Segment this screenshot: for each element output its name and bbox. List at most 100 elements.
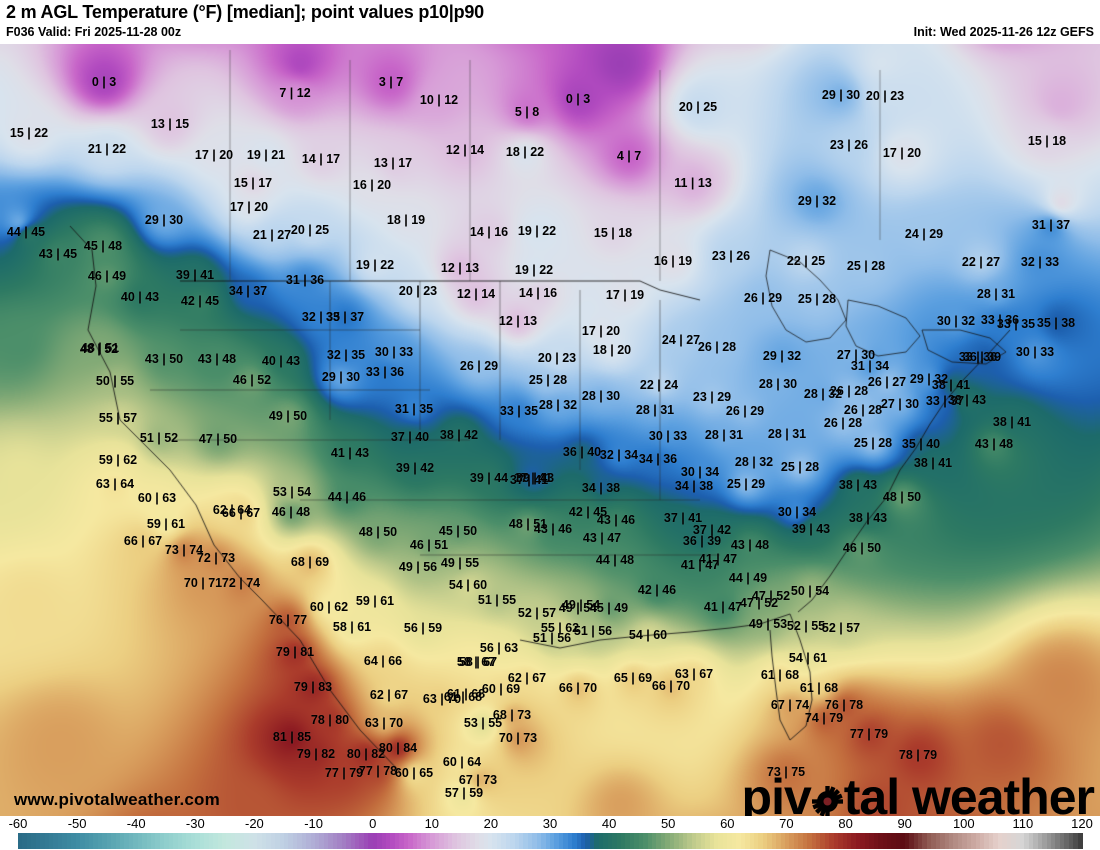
colorbar-segment xyxy=(124,833,130,849)
point-value-label: 52 | 57 xyxy=(821,621,861,635)
colorbar-tick: 60 xyxy=(720,816,735,831)
point-value-label: 0 | 3 xyxy=(91,75,117,89)
point-value-label: 73 | 75 xyxy=(766,765,806,779)
colorbar-segment xyxy=(341,833,347,849)
colorbar-segment xyxy=(753,833,759,849)
point-value-label: 79 | 83 xyxy=(293,680,333,694)
colorbar-segment xyxy=(909,833,915,849)
point-value-label: 49 | 55 xyxy=(440,556,480,570)
colorbar-segment xyxy=(536,833,542,849)
point-value-label: 10 | 12 xyxy=(419,93,459,107)
point-value-label: 72 | 74 xyxy=(221,576,261,590)
point-value-label: 55 | 62 xyxy=(540,621,580,635)
point-value-label: 38 | 43 xyxy=(838,478,878,492)
colorbar-segment xyxy=(700,833,706,849)
colorbar-segment xyxy=(372,833,378,849)
colorbar-segment xyxy=(971,833,977,849)
point-value-label: 12 | 13 xyxy=(498,314,538,328)
point-value-label: 39 | 41 xyxy=(175,268,215,282)
colorbar-segment xyxy=(532,833,538,849)
colorbar-segment xyxy=(505,833,511,849)
colorbar-segment xyxy=(217,833,223,849)
colorbar-segment xyxy=(820,833,826,849)
colorbar-segment xyxy=(381,833,387,849)
point-value-label: 52 | 55 xyxy=(786,619,826,633)
point-value-label: 47 | 52 xyxy=(739,596,779,610)
point-value-label: 80 | 82 xyxy=(346,747,386,761)
colorbar-segment xyxy=(749,833,755,849)
point-value-label: 63 | 64 xyxy=(95,477,135,491)
point-value-label: 30 | 34 xyxy=(680,465,720,479)
point-value-label: 56 | 59 xyxy=(403,621,443,635)
colorbar-segment xyxy=(895,833,901,849)
logo-text-a: piv xyxy=(741,769,812,816)
colorbar-segment xyxy=(146,833,152,849)
colorbar-segment xyxy=(851,833,857,849)
point-value-label: 28 | 32 xyxy=(734,455,774,469)
colorbar-segment xyxy=(182,833,188,849)
colorbar-segment xyxy=(448,833,454,849)
point-value-label: 55 | 57 xyxy=(98,411,138,425)
colorbar-segment xyxy=(594,833,600,849)
colorbar-segment xyxy=(891,833,897,849)
colorbar-segment xyxy=(363,833,369,849)
point-value-label: 41 | 47 xyxy=(680,558,720,572)
point-value-label: 5 | 8 xyxy=(514,105,540,119)
point-value-label: 43 | 45 xyxy=(38,247,78,261)
colorbar-segment xyxy=(208,833,214,849)
colorbar-segment xyxy=(75,833,81,849)
point-value-label: 45 | 50 xyxy=(438,524,478,538)
point-value-label: 40 | 43 xyxy=(261,354,301,368)
point-value-label: 63 | 67 xyxy=(674,667,714,681)
point-value-label: 66 | 70 xyxy=(558,681,598,695)
colorbar-segment xyxy=(155,833,161,849)
point-value-label: 34 | 37 xyxy=(228,284,268,298)
colorbar-segment xyxy=(111,833,117,849)
colorbar-tick: 70 xyxy=(779,816,794,831)
point-value-label: 33 | 35 xyxy=(499,404,539,418)
colorbar-tick: -60 xyxy=(8,816,28,831)
point-value-label: 78 | 79 xyxy=(898,748,938,762)
colorbar-segment xyxy=(443,833,449,849)
colorbar-segment xyxy=(190,833,196,849)
point-value-label: 60 | 63 xyxy=(137,491,177,505)
point-value-label: 30 | 33 xyxy=(374,345,414,359)
colorbar-segment xyxy=(1046,833,1052,849)
colorbar-segment xyxy=(651,833,657,849)
colorbar-segment xyxy=(323,833,329,849)
colorbar-segment xyxy=(71,833,77,849)
colorbar-segment xyxy=(514,833,520,849)
point-value-label: 34 | 38 xyxy=(581,481,621,495)
colorbar-segment xyxy=(22,833,28,849)
colorbar-segment xyxy=(988,833,994,849)
point-value-label: 79 | 82 xyxy=(296,747,336,761)
colorbar-segment xyxy=(315,833,321,849)
colorbar-tick: 110 xyxy=(1012,816,1034,831)
point-value-label: 12 | 14 xyxy=(445,143,485,157)
colorbar-segment xyxy=(168,833,174,849)
point-value-label: 15 | 22 xyxy=(9,126,49,140)
point-value-label: 59 | 61 xyxy=(355,594,395,608)
point-value-label: 13 | 15 xyxy=(150,117,190,131)
colorbar-segment xyxy=(310,833,316,849)
colorbar-segment xyxy=(332,833,338,849)
point-value-label: 65 | 69 xyxy=(613,671,653,685)
point-value-label: 30 | 33 xyxy=(648,429,688,443)
point-value-label: 28 | 32 xyxy=(538,398,578,412)
temperature-map[interactable]: 0 | 3 7 | 12 3 | 7 10 | 12 5 | 8 0 | 3 20 | 25… xyxy=(0,44,1100,816)
colorbar-tick: 30 xyxy=(542,816,558,831)
site-url-watermark: www.pivotalweather.com xyxy=(14,790,220,809)
point-value-label: 41 | 43 xyxy=(330,446,370,460)
colorbar-segment xyxy=(674,833,680,849)
colorbar-tick: 80 xyxy=(838,816,853,831)
colorbar-segment xyxy=(306,833,312,849)
colorbar-tick: -40 xyxy=(126,816,146,831)
colorbar-segment xyxy=(882,833,888,849)
colorbar-segment xyxy=(855,833,861,849)
point-value-label: 58 | 67 xyxy=(458,655,498,669)
colorbar-segment xyxy=(860,833,866,849)
point-value-label: 48 | 50 xyxy=(882,490,922,504)
point-value-label: 49 | 56 xyxy=(398,560,438,574)
colorbar-segment xyxy=(164,833,170,849)
point-value-label: 49 | 54 xyxy=(561,598,601,612)
